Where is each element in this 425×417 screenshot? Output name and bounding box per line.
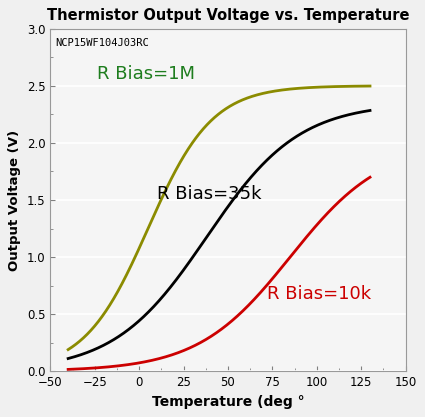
Text: R Bias=1M: R Bias=1M <box>96 65 195 83</box>
Text: R Bias=35k: R Bias=35k <box>157 185 261 203</box>
Text: R Bias=10k: R Bias=10k <box>267 284 371 303</box>
Text: NCP15WF104J03RC: NCP15WF104J03RC <box>56 38 150 48</box>
X-axis label: Temperature (deg °: Temperature (deg ° <box>152 394 304 409</box>
Title: Thermistor Output Voltage vs. Temperature: Thermistor Output Voltage vs. Temperatur… <box>47 8 409 23</box>
Y-axis label: Output Voltage (V): Output Voltage (V) <box>8 129 21 271</box>
